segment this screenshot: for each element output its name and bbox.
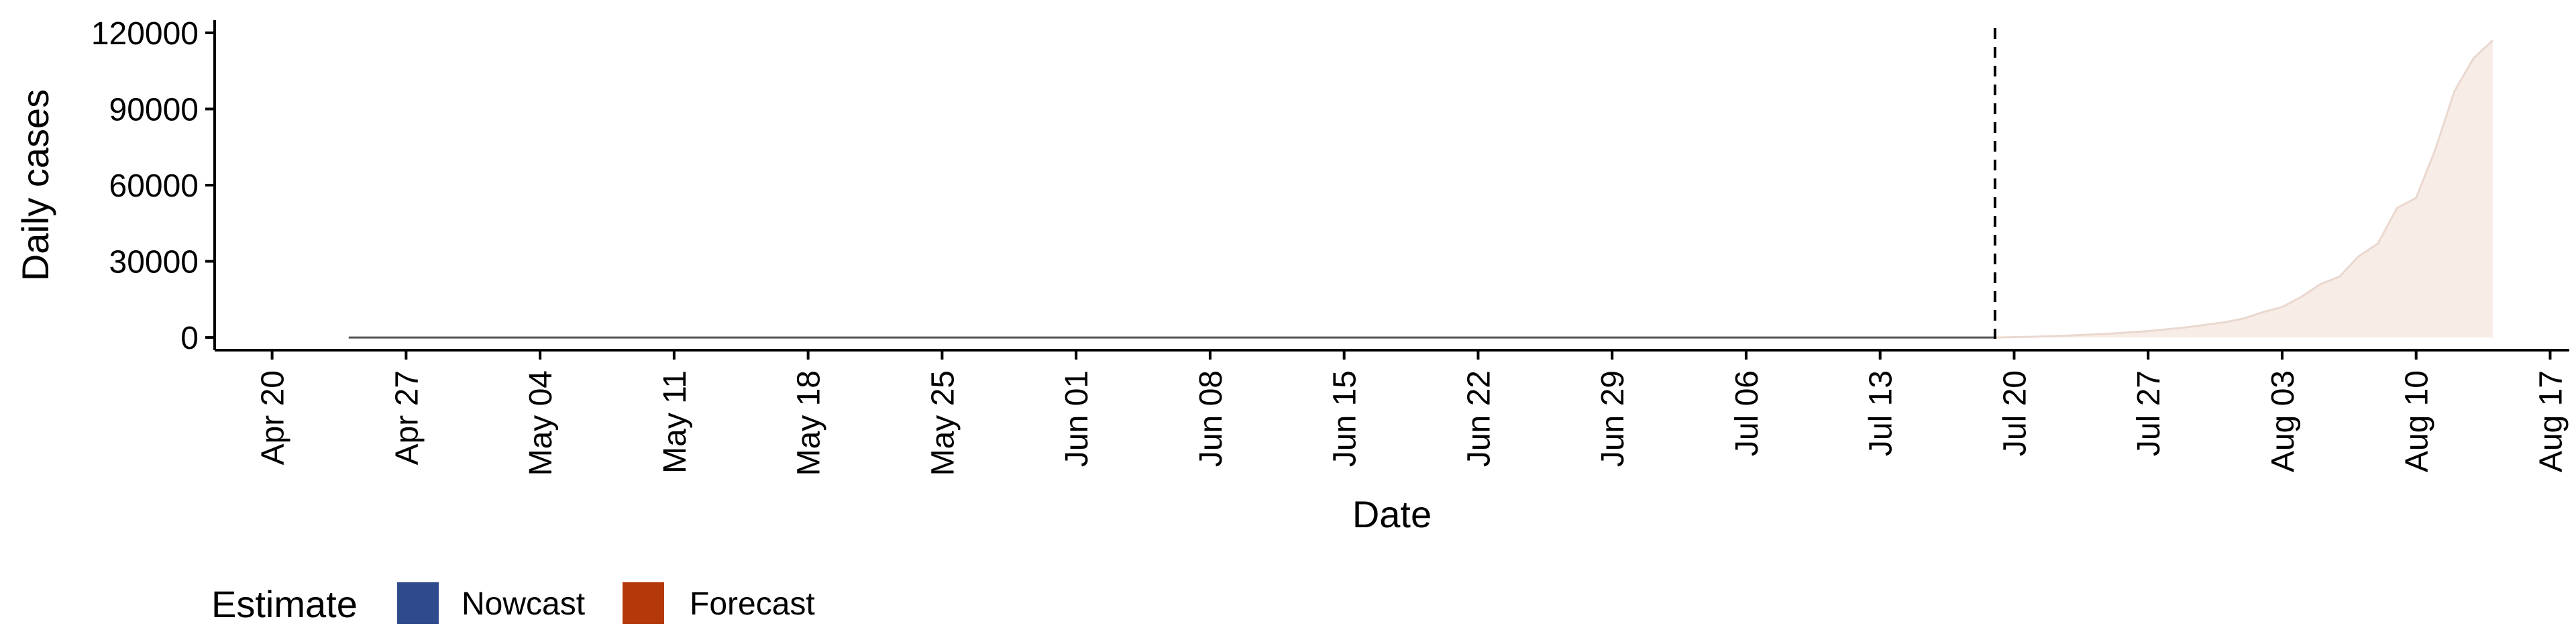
y-tick-label: 90000 xyxy=(109,92,199,127)
x-tick-label: May 25 xyxy=(925,370,961,476)
y-axis-title: Daily cases xyxy=(14,89,56,281)
x-tick-label: Jul 06 xyxy=(1729,370,1765,456)
y-tick-label: 60000 xyxy=(109,168,199,204)
x-tick-label: Aug 10 xyxy=(2400,370,2435,472)
legend-title: Estimate xyxy=(211,583,358,625)
y-tick-label: 0 xyxy=(180,321,199,356)
x-tick-label: Apr 27 xyxy=(389,370,425,465)
y-tick-label: 30000 xyxy=(109,245,199,280)
x-tick-label: Jul 27 xyxy=(2131,370,2167,456)
axes-layer: 0 30000 60000 90000 120000 Apr 20 Apr 27 May 04… xyxy=(91,16,2569,476)
x-tick-label: Jun 22 xyxy=(1461,370,1497,467)
x-tick-label: Jun 29 xyxy=(1595,370,1631,467)
x-axis-title: Date xyxy=(1352,493,1432,535)
legend-swatch-forecast xyxy=(623,582,664,624)
forecast-area xyxy=(1994,40,2493,338)
forecast-line xyxy=(1994,40,2493,339)
series-area-layer xyxy=(1994,40,2493,338)
x-tick-label: May 18 xyxy=(792,370,827,476)
legend-label-nowcast: Nowcast xyxy=(462,586,585,622)
legend: Estimate Nowcast Forecast xyxy=(211,582,815,625)
x-tick-label: May 11 xyxy=(657,370,693,474)
y-tick-label: 120000 xyxy=(91,16,199,52)
x-tick-label: Aug 17 xyxy=(2533,370,2569,472)
x-tick-label: Jul 13 xyxy=(1864,370,1899,456)
x-tick-label: May 04 xyxy=(523,370,559,476)
x-tick-label: Jun 08 xyxy=(1193,370,1229,467)
x-tick-label: Apr 20 xyxy=(256,370,291,465)
x-tick-label: Jun 15 xyxy=(1328,370,1363,467)
x-tick-label: Aug 03 xyxy=(2265,370,2301,472)
x-tick-label: Jul 20 xyxy=(1997,370,2033,456)
series-line-layer xyxy=(348,28,2493,339)
legend-label-forecast: Forecast xyxy=(690,586,815,622)
x-tick-label: Jun 01 xyxy=(1059,370,1095,467)
legend-swatch-nowcast xyxy=(397,582,439,624)
